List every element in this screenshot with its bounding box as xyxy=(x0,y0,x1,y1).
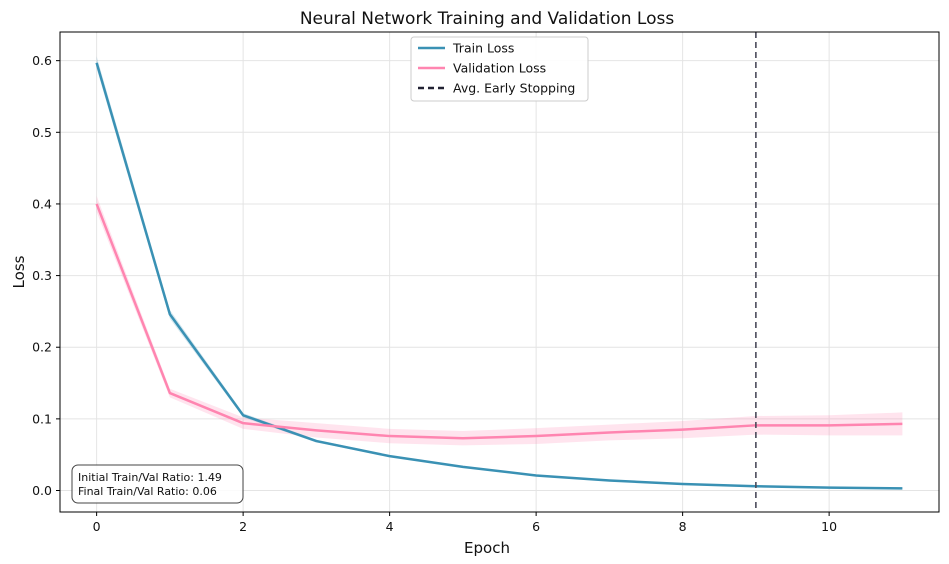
plot-frame xyxy=(59,31,940,513)
legend-label-train-loss: Train Loss xyxy=(452,41,514,56)
legend: Train Loss Validation Loss Avg. Early St… xyxy=(410,36,589,102)
y-tick-label: 0.5 xyxy=(32,125,52,140)
annotation-final-ratio: Final Train/Val Ratio: 0.06 xyxy=(78,485,217,498)
y-axis-label: Loss xyxy=(10,255,28,288)
annotation-box xyxy=(71,464,244,504)
legend-label-early-stopping: Avg. Early Stopping xyxy=(453,81,575,96)
ticks: 0 2 4 6 8 10 0.0 0.1 0.2 0.3 0.4 0.5 0.6 xyxy=(32,53,837,534)
series-lines xyxy=(95,62,903,490)
legend-box xyxy=(410,36,589,102)
y-tick-label: 0.2 xyxy=(32,340,52,355)
x-tick-label: 4 xyxy=(386,519,394,534)
x-tick-label: 2 xyxy=(239,519,247,534)
ratio-annotation: Initial Train/Val Ratio: 1.49 Final Trai… xyxy=(71,464,244,504)
annotation-initial-ratio: Initial Train/Val Ratio: 1.49 xyxy=(78,471,222,484)
validation-loss-line xyxy=(95,203,903,440)
legend-label-validation-loss: Validation Loss xyxy=(453,61,546,76)
validation-loss-band xyxy=(96,196,903,446)
confidence-bands xyxy=(96,56,903,490)
x-tick-label: 10 xyxy=(821,519,837,534)
x-tick-label: 0 xyxy=(93,519,101,534)
y-tick-label: 0.3 xyxy=(32,268,52,283)
train-loss-line xyxy=(95,62,903,490)
x-axis-label: Epoch xyxy=(464,539,510,557)
y-tick-label: 0.6 xyxy=(32,53,52,68)
y-tick-label: 0.0 xyxy=(32,483,52,498)
y-tick-label: 0.1 xyxy=(32,411,52,426)
x-tick-label: 8 xyxy=(679,519,687,534)
x-tick-label: 6 xyxy=(532,519,540,534)
grid xyxy=(60,32,939,512)
y-tick-label: 0.4 xyxy=(32,196,52,211)
chart-title: Neural Network Training and Validation L… xyxy=(300,9,675,29)
